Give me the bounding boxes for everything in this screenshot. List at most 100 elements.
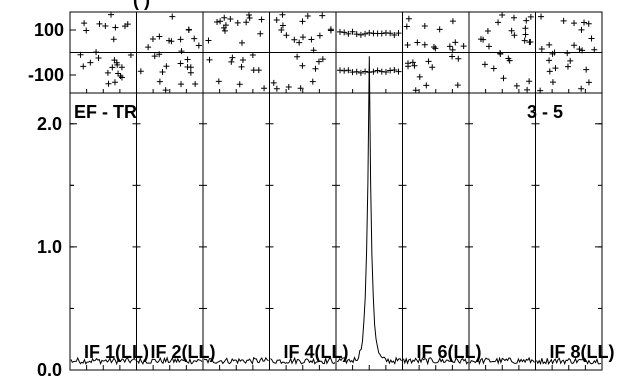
phase-point bbox=[319, 56, 326, 63]
phase-point bbox=[151, 53, 158, 60]
phase-point bbox=[387, 67, 394, 74]
phase-point bbox=[156, 51, 163, 58]
phase-point bbox=[296, 39, 303, 46]
baseline-number: 3 - 5 bbox=[527, 102, 563, 122]
phase-point bbox=[195, 42, 202, 49]
phase-point bbox=[395, 30, 402, 37]
phase-point bbox=[564, 63, 571, 70]
phase-point bbox=[341, 29, 348, 36]
phase-point bbox=[576, 46, 583, 53]
phase-point bbox=[291, 36, 298, 43]
subplot-label: IF 1(LL) bbox=[84, 342, 149, 362]
phase-point bbox=[163, 63, 170, 70]
phase-point bbox=[315, 58, 322, 65]
subplot-label: IF 2(LL) bbox=[151, 342, 216, 362]
phase-point bbox=[416, 73, 423, 80]
amp-ytick-label: 0.0 bbox=[37, 360, 62, 378]
phase-point bbox=[162, 87, 169, 94]
phase-points bbox=[270, 11, 334, 92]
phase-point bbox=[374, 67, 381, 74]
phase-point bbox=[178, 48, 185, 55]
phase-point bbox=[299, 34, 306, 41]
phase-point bbox=[409, 59, 416, 66]
baseline-label: EF - TR bbox=[74, 102, 137, 122]
phase-point bbox=[449, 53, 456, 60]
amplitude-line bbox=[270, 356, 336, 366]
phase-point bbox=[96, 20, 103, 27]
phase-point bbox=[118, 74, 125, 81]
phase-point bbox=[578, 26, 585, 33]
phase-point bbox=[104, 69, 111, 76]
phase-point bbox=[446, 43, 453, 50]
phase-point bbox=[449, 46, 456, 53]
phase-point bbox=[238, 63, 245, 70]
phase-point bbox=[567, 57, 574, 64]
phase-point bbox=[546, 68, 553, 75]
phase-point bbox=[425, 58, 432, 65]
amplitude-line bbox=[203, 356, 269, 365]
phase-point bbox=[524, 86, 531, 93]
phase-point bbox=[588, 35, 595, 42]
phase-point bbox=[145, 44, 152, 51]
phase-point bbox=[495, 19, 502, 26]
phase-point bbox=[578, 85, 585, 92]
phase-point bbox=[149, 36, 156, 43]
phase-point bbox=[83, 27, 90, 34]
phase-point bbox=[362, 68, 369, 75]
phase-point bbox=[382, 68, 389, 75]
phase-point bbox=[273, 85, 280, 92]
phase-point bbox=[583, 66, 590, 73]
phase-point bbox=[481, 61, 488, 68]
phase-point bbox=[538, 45, 545, 52]
phase-point bbox=[436, 26, 443, 33]
phase-point bbox=[357, 31, 364, 38]
phase-point bbox=[234, 19, 241, 26]
phase-point bbox=[206, 56, 213, 63]
phase-point bbox=[591, 46, 598, 53]
phase-point bbox=[297, 85, 304, 92]
phase-point bbox=[185, 26, 192, 33]
phase-point bbox=[159, 68, 166, 75]
phase-point bbox=[228, 58, 235, 65]
phase-point bbox=[564, 50, 571, 57]
phase-point bbox=[156, 33, 163, 40]
phase-point bbox=[236, 81, 243, 88]
phase-point bbox=[522, 25, 529, 32]
phase-point bbox=[124, 21, 131, 28]
phase-point bbox=[156, 78, 163, 85]
phase-point bbox=[187, 64, 194, 71]
phase-point bbox=[87, 59, 94, 66]
phase-points bbox=[477, 11, 534, 93]
phase-point bbox=[105, 80, 112, 87]
phase-point bbox=[177, 36, 184, 43]
phase-point bbox=[80, 63, 87, 70]
phase-point bbox=[109, 64, 116, 71]
phase-point bbox=[214, 19, 221, 26]
phase-point bbox=[391, 32, 398, 39]
phase-point bbox=[546, 57, 553, 64]
phase-point bbox=[526, 78, 533, 85]
phase-point bbox=[115, 70, 122, 77]
phase-point bbox=[497, 49, 504, 56]
phase-point bbox=[273, 17, 280, 24]
phase-point bbox=[316, 32, 323, 39]
phase-point bbox=[411, 62, 418, 69]
phase-point bbox=[319, 12, 326, 19]
phase-point bbox=[510, 14, 517, 21]
amplitude-line bbox=[336, 56, 402, 365]
phase-point bbox=[455, 55, 462, 62]
phase-points bbox=[337, 28, 402, 76]
phase-point bbox=[279, 22, 286, 29]
phase-point bbox=[95, 54, 102, 61]
phase-point bbox=[581, 19, 588, 26]
subplot-label: IF 6(LL) bbox=[417, 342, 482, 362]
phase-point bbox=[250, 67, 257, 74]
phase-points bbox=[137, 13, 202, 94]
phase-point bbox=[404, 41, 411, 48]
phase-point bbox=[255, 67, 262, 74]
phase-point bbox=[499, 11, 506, 18]
phase-points bbox=[77, 11, 134, 87]
phase-point bbox=[258, 16, 265, 23]
phase-point bbox=[421, 41, 428, 48]
phase-ytick-label: 100 bbox=[34, 20, 64, 40]
